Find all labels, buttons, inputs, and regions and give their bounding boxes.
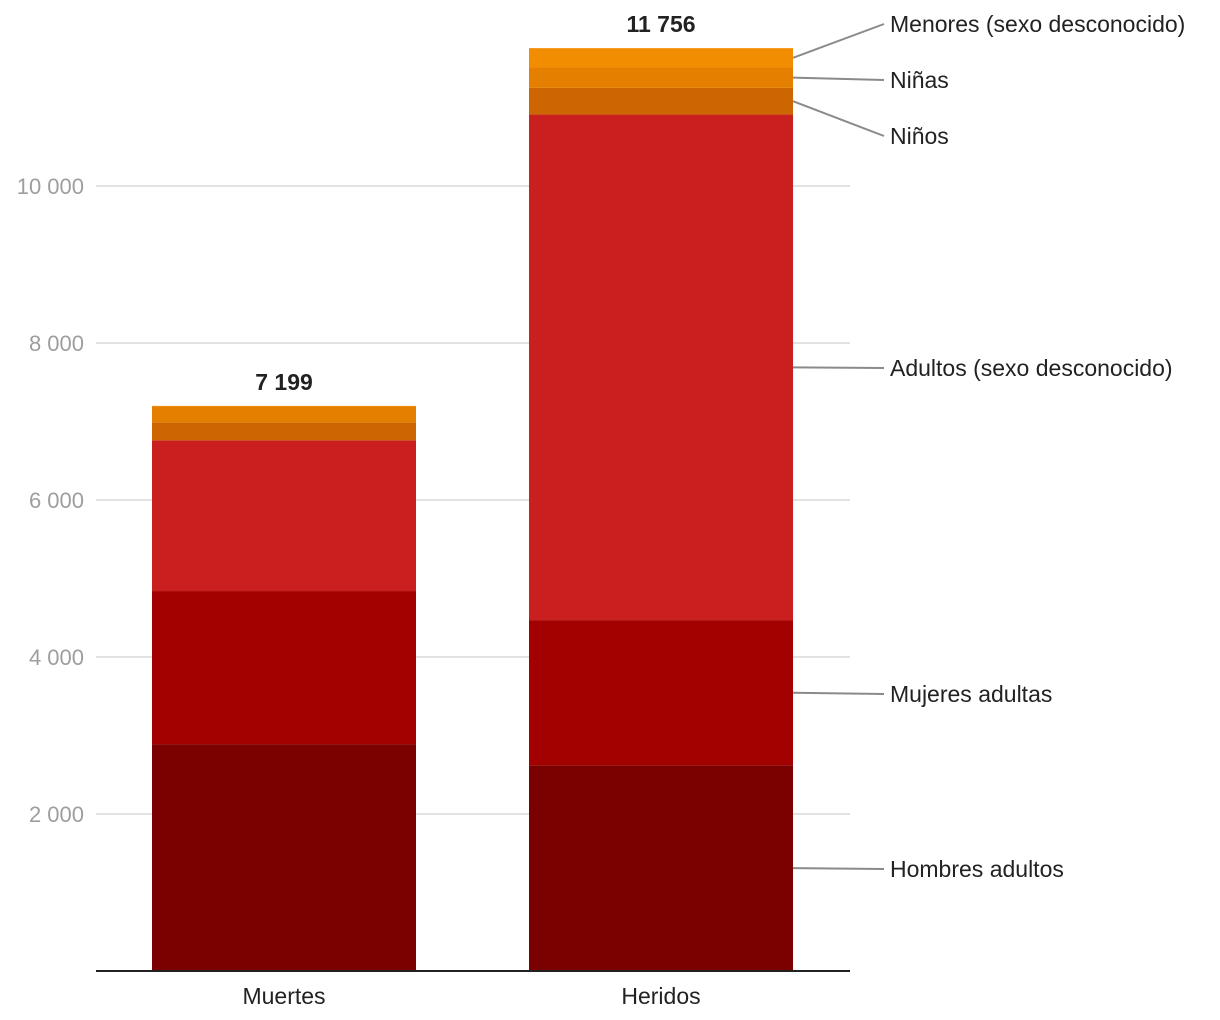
legend-label-ninos: Niños: [890, 123, 949, 149]
x-axis-label-heridos: Heridos: [621, 983, 700, 1009]
y-tick-label: 10 000: [17, 174, 84, 199]
bar-segment-heridos-ninas: [529, 67, 793, 88]
total-label-heridos: 11 756: [626, 11, 695, 37]
legend-label-adultos-sexo-desconocido: Adultos (sexo desconocido): [890, 355, 1173, 381]
bar-segment-heridos-hombres-adultos: [529, 765, 793, 971]
bars: [152, 48, 793, 971]
bar-segment-heridos-menores-sexo-desconocido: [529, 48, 793, 68]
x-axis-label-muertes: Muertes: [242, 983, 325, 1009]
bar-segment-muertes-ninos: [152, 422, 416, 441]
bar-segment-muertes-mujeres-adultas: [152, 591, 416, 745]
legend: Hombres adultos Mujeres adultas Adultos (s…: [792, 11, 1185, 882]
total-labels: 7 199 11 756: [255, 11, 695, 395]
legend-leader-line: [792, 100, 885, 137]
y-tick-label: 8 000: [29, 331, 84, 356]
legend-label-menores-sexo-desconocido: Menores (sexo desconocido): [890, 11, 1185, 37]
legend-leader-line: [792, 366, 885, 369]
bar-segment-heridos-adultos-sexo-desconocido: [529, 114, 793, 621]
y-tick-label: 2 000: [29, 802, 84, 827]
legend-leader-line: [792, 23, 885, 59]
bar-segment-heridos-ninos: [529, 87, 793, 115]
bar-segment-muertes-menores-sexo-desconocido: [152, 405, 416, 407]
bar-segment-muertes-adultos-sexo-desconocido: [152, 440, 416, 592]
total-label-muertes: 7 199: [255, 369, 313, 395]
bar-segment-muertes-hombres-adultos: [152, 744, 416, 971]
bar-segment-heridos-mujeres-adultas: [529, 620, 793, 766]
legend-leader-line: [792, 867, 885, 870]
x-axis-labels: Muertes Heridos: [242, 983, 700, 1009]
y-tick-label: 6 000: [29, 488, 84, 513]
legend-leader-line: [792, 691, 885, 695]
y-tick-label: 4 000: [29, 645, 84, 670]
legend-label-ninas: Niñas: [890, 67, 949, 93]
legend-label-mujeres-adultas: Mujeres adultas: [890, 681, 1052, 707]
bar-segment-muertes-ninas: [152, 406, 416, 423]
legend-leader-line: [792, 76, 885, 81]
legend-label-hombres-adultos: Hombres adultos: [890, 856, 1064, 882]
y-axis-ticks: 2 000 4 000 6 000 8 000 10 000: [17, 174, 84, 827]
